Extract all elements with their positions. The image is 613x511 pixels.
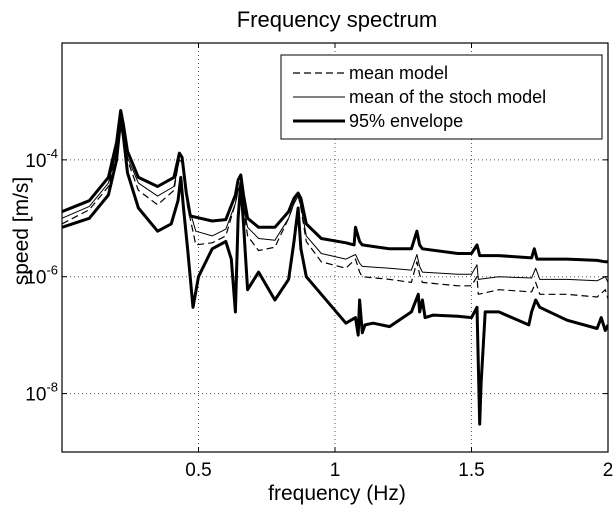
x-tick-label: 0.5: [185, 460, 211, 481]
legend-label: mean of the stoch model: [349, 87, 546, 107]
series-line-2: [62, 118, 608, 283]
y-tick-label: 10-8: [25, 380, 58, 406]
series-line-4: [62, 117, 608, 426]
axis-ticks: 0.5 1 1.5 2 10-8 10-6 10-4: [25, 43, 613, 481]
legend: mean model mean of the stoch model 95% env…: [280, 54, 603, 140]
series-line-3: [62, 109, 608, 264]
plot-frame: [61, 42, 609, 453]
y-tick-label: 10-4: [25, 146, 58, 172]
chart-title: Frequency spectrum: [237, 7, 438, 32]
legend-label: mean model: [349, 63, 448, 83]
y-tick-label: 10-6: [25, 263, 58, 289]
series-lines: [62, 109, 608, 426]
legend-label: 95% envelope: [349, 111, 463, 131]
x-tick-label: 2: [603, 460, 613, 481]
x-tick-label: 1.5: [458, 460, 484, 481]
y-axis-label: speed [m/s]: [10, 177, 33, 286]
x-tick-label: 1: [330, 460, 341, 481]
x-axis-label: frequency (Hz): [268, 482, 406, 505]
